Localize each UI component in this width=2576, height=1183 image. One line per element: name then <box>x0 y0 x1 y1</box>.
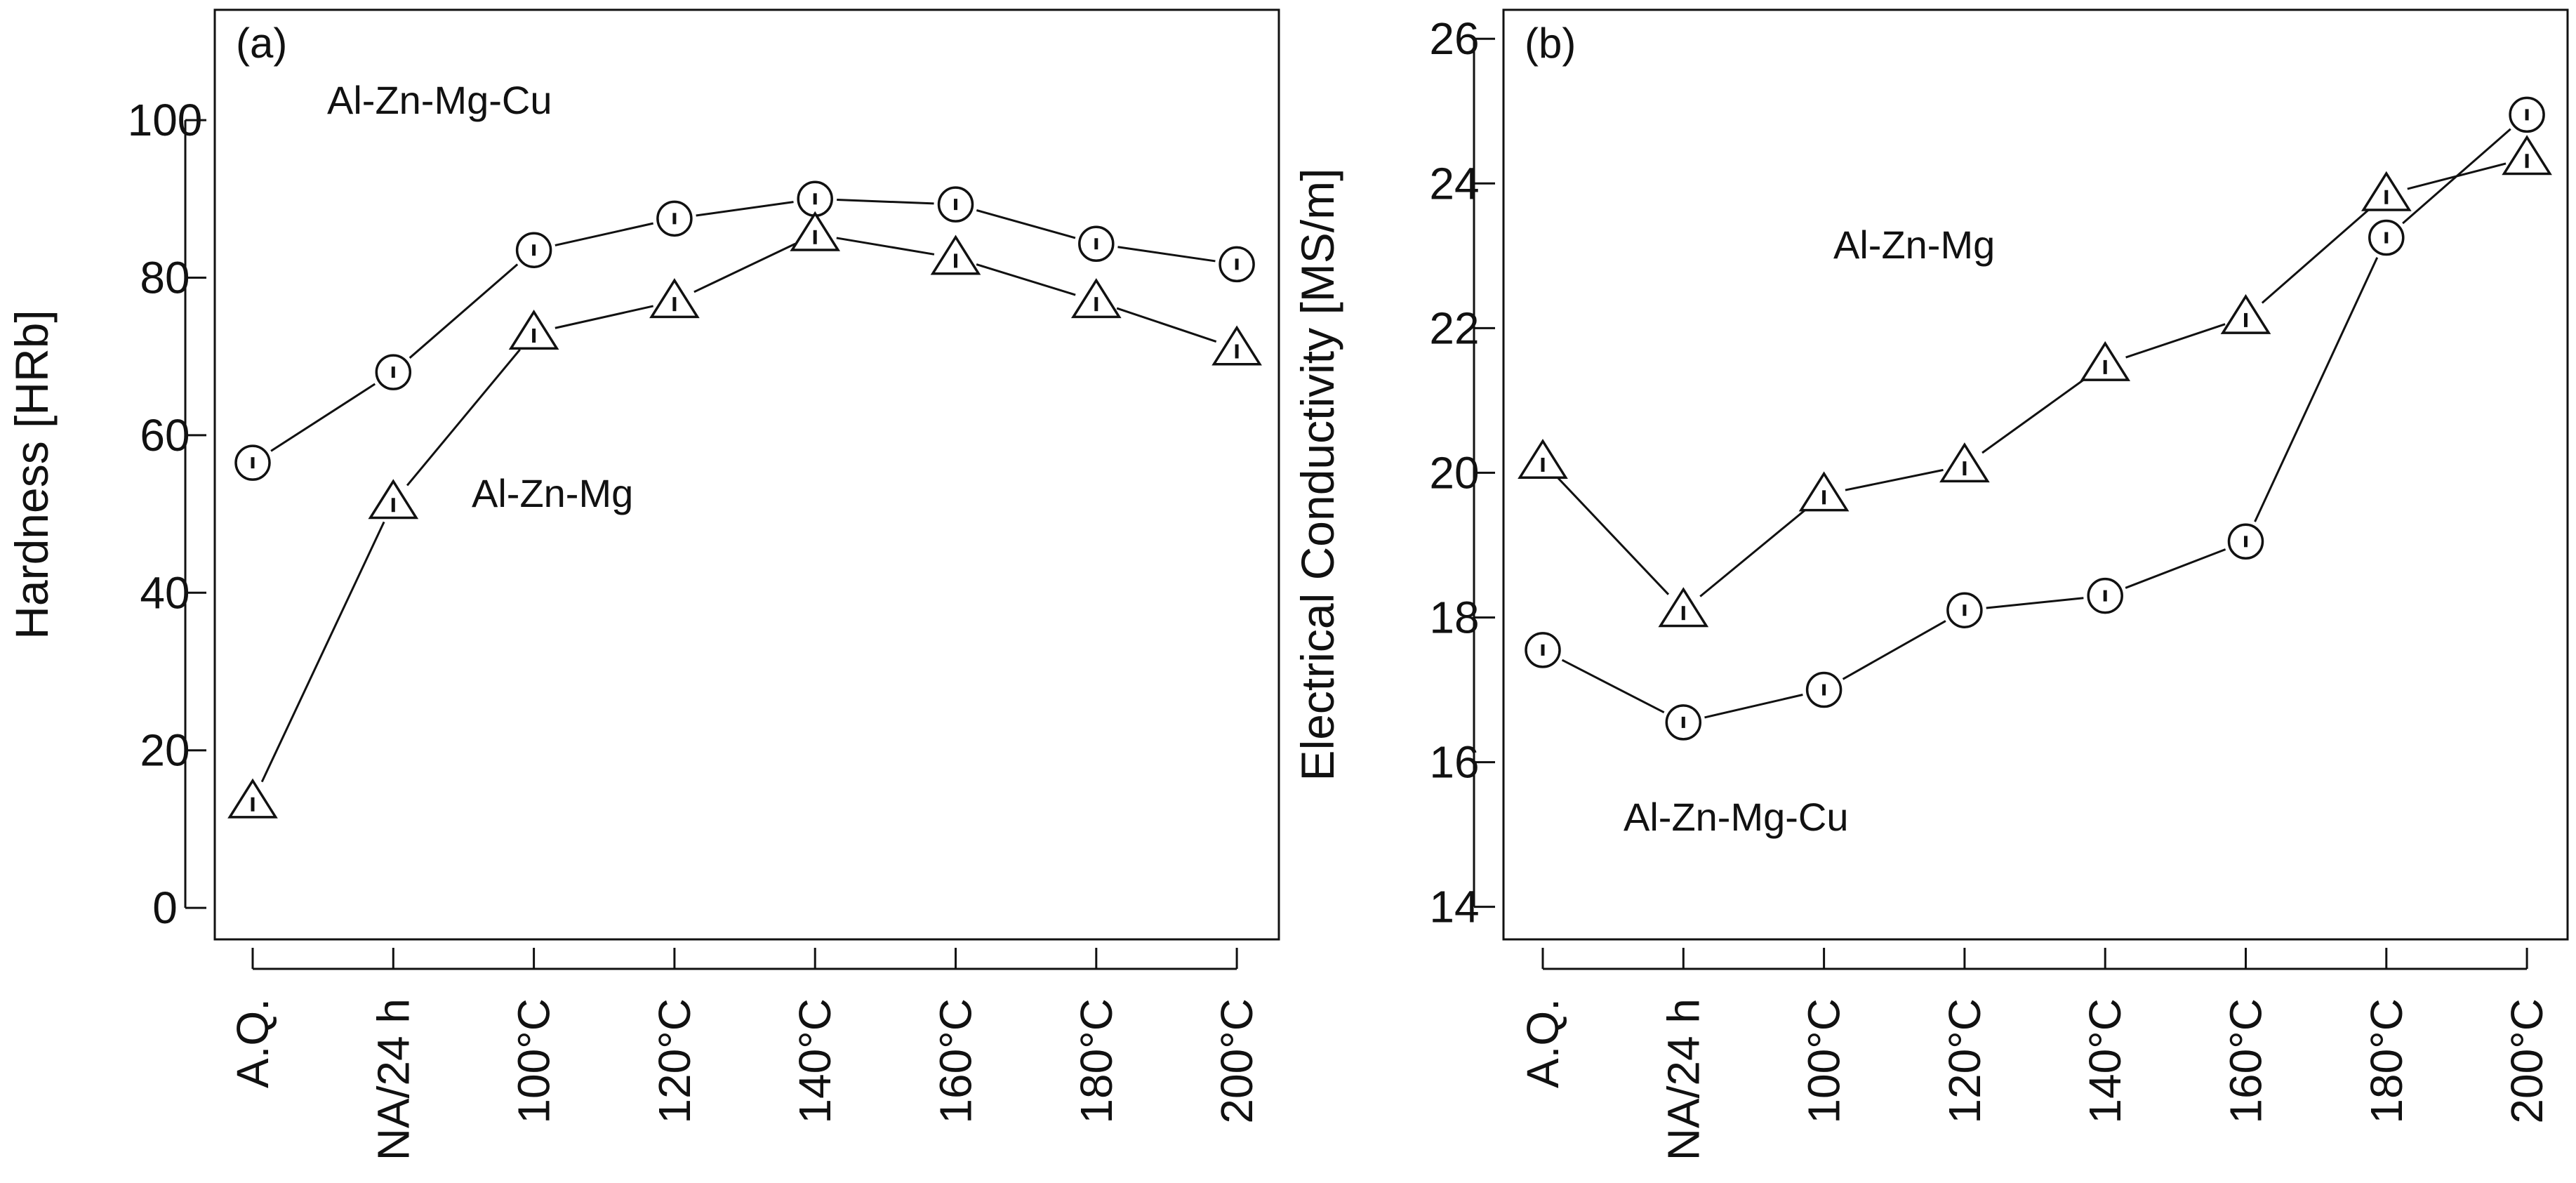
series-line-a-al-zn-mg-1 <box>406 348 521 487</box>
series-line-b-al-zn-mg-cu-4 <box>2125 548 2226 589</box>
x-tick-label-b-1: NA/24 h <box>1658 998 1708 1161</box>
x-tick-label-b-6: 180°C <box>2361 998 2412 1124</box>
x-tick-label-a-4: 140°C <box>790 998 840 1124</box>
series-line-b-al-zn-mg-cu-3 <box>1986 597 2084 609</box>
y-tick-label-a-0: 0 <box>152 883 178 933</box>
x-tick-label-a-7: 200°C <box>1211 998 1262 1124</box>
series-line-a-al-zn-mg-2 <box>555 305 653 329</box>
series-line-a-al-zn-mg-cu-3 <box>696 201 794 217</box>
y-tick-label-a-5: 100 <box>128 95 203 145</box>
y-tick-label-b-6: 26 <box>1429 13 1479 64</box>
plot-frame-b <box>1502 8 2569 941</box>
series-line-b-al-zn-mg-1 <box>1699 507 1808 597</box>
series-label-a-al-zn-mg-cu: Al-Zn-Mg-Cu <box>327 78 552 122</box>
y-tick-label-a-4: 80 <box>140 252 190 303</box>
y-tick-label-b-3: 20 <box>1429 447 1479 498</box>
series-line-a-al-zn-mg-cu-4 <box>837 199 934 205</box>
x-tick-label-b-3: 120°C <box>1939 998 1990 1124</box>
series-line-b-al-zn-mg-5 <box>2261 208 2371 304</box>
panel-label-a: (a) <box>236 20 287 67</box>
series-line-b-al-zn-mg-cu-2 <box>1842 620 1946 680</box>
x-tick-label-b-4: 140°C <box>2080 998 2130 1124</box>
series-line-b-al-zn-mg-cu-5 <box>2254 257 2379 522</box>
y-tick-label-a-1: 20 <box>140 725 190 776</box>
series-line-a-al-zn-mg-4 <box>836 237 935 256</box>
panel-label-b: (b) <box>1525 20 1576 67</box>
panel-a-hardness-chart: 0 20 40 60 80 100 Hardness [HRb] A.Q. NA/24 h 100… <box>6 8 1280 1161</box>
x-tick-label-a-1: NA/24 h <box>368 998 418 1161</box>
y-tick-label-a-2: 40 <box>140 567 190 618</box>
x-tick-label-a-2: 100°C <box>509 998 559 1124</box>
x-tick-label-a-6: 180°C <box>1071 998 1122 1124</box>
series-line-b-al-zn-mg-cu-1 <box>1704 694 1803 719</box>
series-label-b-al-zn-mg-cu: Al-Zn-Mg-Cu <box>1624 795 1848 839</box>
series-line-a-al-zn-mg-cu-2 <box>555 222 653 246</box>
series-line-b-al-zn-mg-cu-0 <box>1561 659 1665 714</box>
series-line-b-al-zn-mg-3 <box>1981 376 2088 454</box>
series-line-b-al-zn-mg-0 <box>1557 477 1670 595</box>
x-tick-label-b-7: 200°C <box>2502 998 2552 1124</box>
series-label-b-al-zn-mg: Al-Zn-Mg <box>1833 223 1995 267</box>
panel-b-conductivity-chart: 14 16 18 20 22 24 26 Electrical Conductivity [M… <box>1292 8 2569 1161</box>
y-axis-title-b: Electrical Conductivity [MS/m] <box>1292 168 1343 781</box>
y-axis-title-a: Hardness [HRb] <box>6 310 58 640</box>
series-line-a-al-zn-mg-5 <box>976 263 1076 296</box>
x-tick-label-b-2: 100°C <box>1799 998 1850 1124</box>
x-tick-label-a-3: 120°C <box>649 998 700 1124</box>
plot-frame-a <box>213 8 1280 941</box>
series-line-a-al-zn-mg-cu-5 <box>976 209 1076 239</box>
series-line-b-al-zn-mg-2 <box>1845 468 1944 491</box>
x-tick-label-b-5: 160°C <box>2221 998 2271 1124</box>
series-line-a-al-zn-mg-3 <box>693 242 796 293</box>
series-line-b-al-zn-mg-4 <box>2125 323 2226 359</box>
x-tick-label-a-5: 160°C <box>931 998 981 1124</box>
series-line-a-al-zn-mg-cu-0 <box>270 383 376 452</box>
series-label-a-al-zn-mg: Al-Zn-Mg <box>472 471 633 515</box>
y-tick-label-b-0: 14 <box>1429 882 1479 932</box>
y-tick-label-a-3: 60 <box>140 410 190 461</box>
series-line-a-al-zn-mg-cu-1 <box>409 263 519 359</box>
series-line-a-al-zn-mg-0 <box>260 521 385 783</box>
y-tick-label-b-2: 18 <box>1429 592 1479 642</box>
series-line-a-al-zn-mg-6 <box>1116 307 1217 343</box>
y-tick-label-b-4: 22 <box>1429 303 1479 353</box>
y-tick-label-b-1: 16 <box>1429 737 1479 788</box>
series-line-a-al-zn-mg-cu-6 <box>1117 246 1216 263</box>
x-tick-label-a-0: A.Q. <box>227 998 278 1088</box>
series-line-b-al-zn-mg-cu-6 <box>2402 128 2511 225</box>
y-tick-label-b-5: 24 <box>1429 158 1479 209</box>
x-tick-label-b-0: A.Q. <box>1518 998 1568 1088</box>
